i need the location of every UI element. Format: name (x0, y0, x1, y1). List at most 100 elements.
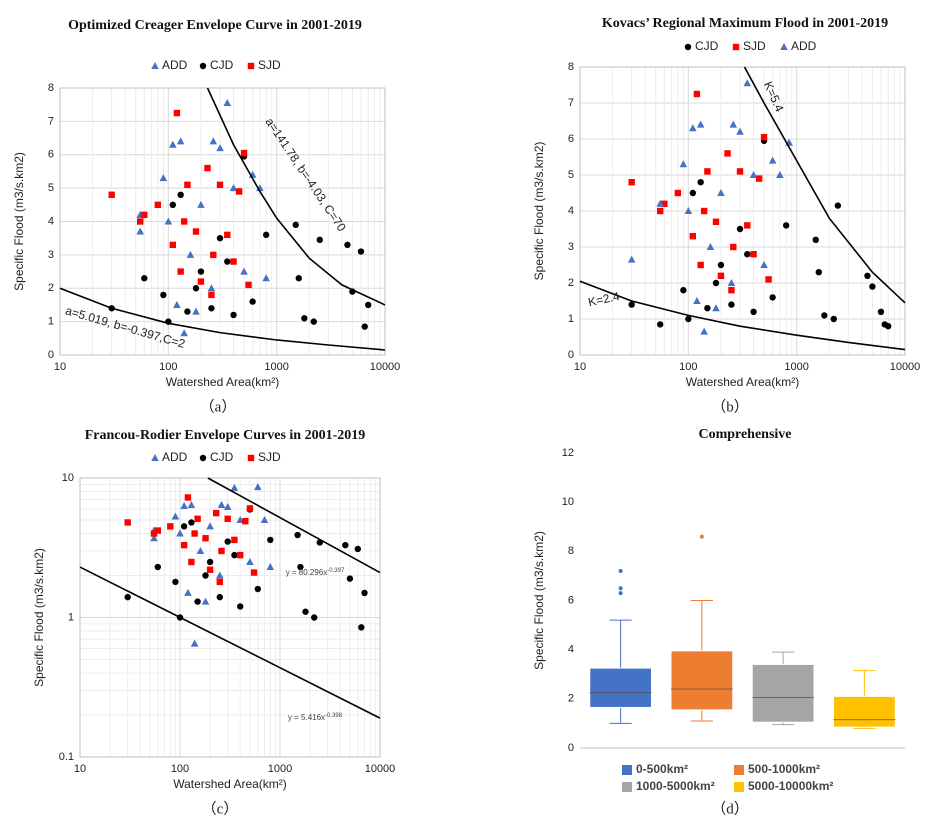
point (223, 502, 232, 510)
point (180, 329, 188, 337)
annotation-text: y = 80.296x (286, 568, 328, 577)
point (141, 275, 148, 282)
y-tick-label: 4 (568, 644, 574, 656)
point (729, 120, 738, 128)
point (661, 200, 668, 207)
point (776, 171, 784, 178)
point (689, 189, 697, 197)
point (209, 137, 218, 145)
envelope-curve (579, 280, 906, 351)
caption: （c） (202, 800, 239, 817)
point (254, 585, 262, 593)
point (812, 236, 819, 243)
box (833, 695, 896, 728)
point (696, 120, 705, 128)
point (223, 99, 232, 107)
point (169, 140, 177, 148)
y-axis-title: Specific Flood (m3/s.km2) (532, 142, 546, 281)
y-tick-label: 2 (568, 277, 574, 289)
point (245, 281, 252, 289)
point (176, 529, 184, 537)
point (164, 217, 173, 225)
point (204, 164, 211, 172)
y-tick-label: 7 (568, 97, 574, 109)
point (159, 174, 168, 182)
chart-title: Francou-Rodier Envelope Curves in 2001-2… (84, 428, 366, 443)
point (154, 201, 162, 209)
outlier (618, 586, 623, 591)
point (297, 563, 304, 571)
point (215, 571, 224, 579)
point (184, 308, 191, 315)
point (249, 298, 256, 305)
y-tick-label: 2 (48, 282, 54, 294)
point (250, 569, 258, 576)
point (224, 258, 231, 265)
point (782, 222, 790, 229)
point (217, 501, 226, 509)
point (728, 287, 735, 294)
point (656, 199, 665, 207)
point (717, 261, 725, 269)
point (680, 287, 687, 294)
point (208, 305, 215, 312)
point (237, 551, 244, 559)
point (302, 608, 309, 615)
x-tick-label: 100 (159, 361, 177, 373)
chart-title: Optimized Creager Envelope Curve in 2001… (68, 18, 362, 33)
chart-title: Kovacs’ Regional Maximum Flood in 2001-2… (601, 16, 889, 31)
plot-border (79, 477, 381, 758)
legend-marker (732, 43, 740, 51)
point (172, 578, 179, 586)
point (216, 181, 224, 188)
annotation-text: y = 5.416x (288, 713, 325, 722)
point (229, 184, 238, 192)
legend-label: 5000-10000km² (748, 779, 833, 793)
y-tick-label: 8 (568, 61, 574, 73)
point (230, 483, 239, 491)
point (224, 515, 231, 522)
point (216, 144, 224, 152)
point (294, 531, 301, 539)
legend-marker (151, 62, 159, 69)
point (190, 639, 199, 647)
point (689, 124, 697, 132)
point (176, 137, 185, 145)
x-tick-label: 10 (54, 361, 66, 373)
point (173, 109, 181, 117)
point (743, 79, 752, 87)
annotation: K=5.4 (761, 79, 787, 114)
y-axis-title: Specific Flood (m3/s.km2) (32, 548, 46, 687)
y-tick-label: 4 (48, 215, 54, 227)
box (751, 663, 815, 723)
point (262, 274, 270, 282)
legend-marker (684, 43, 692, 51)
point (342, 541, 349, 549)
point (194, 515, 201, 522)
point (150, 530, 158, 537)
x-tick-label: 100 (171, 763, 189, 775)
point (212, 509, 220, 517)
legend-label: CJD (210, 58, 234, 72)
envelope-curve (59, 287, 386, 351)
point (184, 494, 192, 501)
legend-marker (247, 454, 255, 462)
point (202, 572, 209, 579)
x-tick-label: 1000 (264, 361, 288, 373)
point (749, 171, 758, 178)
caption: （d） (711, 800, 749, 817)
y-tick-label: 0 (48, 349, 54, 361)
outlier (699, 534, 704, 539)
outlier (618, 591, 623, 596)
legend-marker (199, 454, 207, 462)
box (589, 667, 652, 708)
point (730, 243, 737, 251)
point (180, 218, 188, 225)
point (202, 535, 209, 542)
point (700, 207, 708, 215)
legend-label: ADD (162, 450, 188, 464)
point (267, 536, 274, 544)
annotation: K=2.4 (587, 289, 621, 309)
legend-marker (151, 454, 159, 461)
legend-marker (780, 43, 788, 50)
